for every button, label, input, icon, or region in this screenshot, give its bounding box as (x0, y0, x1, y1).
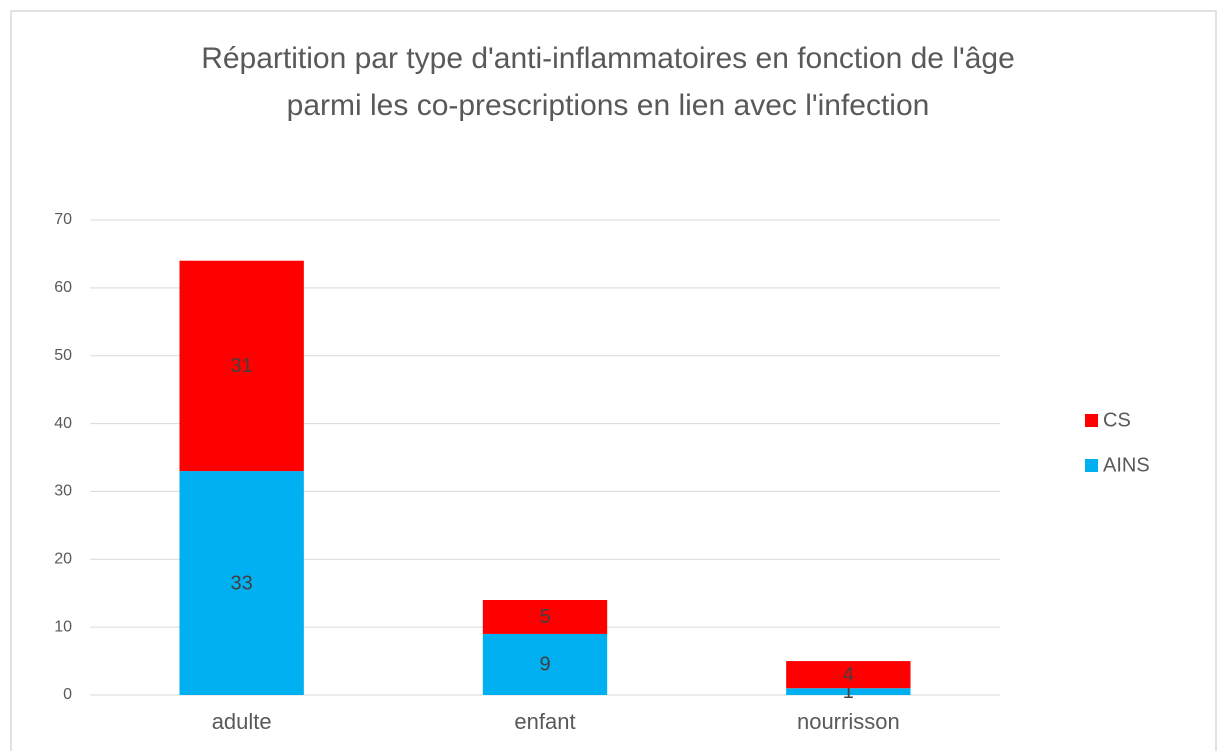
y-tick-label: 10 (54, 618, 72, 635)
legend-label: CS (1103, 409, 1131, 431)
bar-segment (786, 688, 911, 695)
y-tick-label: 0 (63, 686, 72, 703)
data-label: 1 (843, 681, 854, 703)
data-label: 4 (843, 664, 854, 686)
legend-swatch (1085, 459, 1098, 472)
x-tick-label: adulte (212, 709, 272, 734)
x-tick-label: enfant (514, 709, 575, 734)
y-tick-label: 30 (54, 483, 72, 500)
data-label: 33 (231, 572, 253, 594)
bar-segment (786, 661, 911, 689)
y-tick-label: 60 (54, 279, 72, 296)
chart-title: Répartition par type d'anti-inflammatoir… (201, 42, 1015, 75)
y-tick-label: 40 (54, 415, 72, 432)
chart-title: parmi les co-prescriptions en lien avec … (287, 89, 930, 122)
y-tick-label: 20 (54, 551, 72, 568)
bar-segment (179, 260, 304, 472)
bar-segment (482, 600, 608, 634)
data-label: 5 (539, 606, 550, 628)
data-label: 31 (231, 355, 253, 377)
y-tick-label: 50 (54, 347, 72, 364)
legend-swatch (1085, 414, 1098, 427)
legend-label: AINS (1103, 454, 1150, 476)
bar-segment (482, 633, 608, 695)
x-tick-label: nourrisson (797, 709, 900, 734)
y-tick-label: 70 (54, 211, 72, 228)
bar-segment (179, 471, 304, 695)
data-label: 9 (539, 654, 550, 676)
